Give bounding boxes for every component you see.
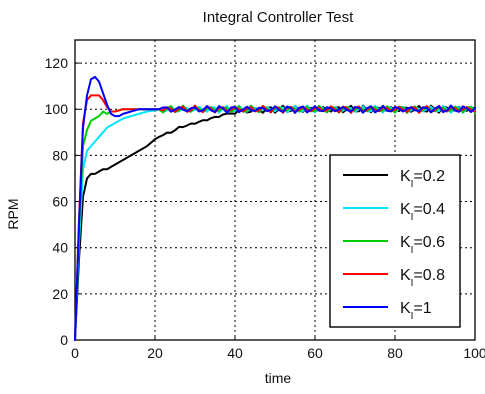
y-tick-label: 80 xyxy=(52,147,68,163)
y-tick-label: 40 xyxy=(52,240,68,256)
x-tick-label: 80 xyxy=(387,345,403,361)
y-tick-label: 100 xyxy=(45,101,69,117)
legend-symbol: K xyxy=(400,267,411,284)
x-tick-label: 40 xyxy=(227,345,243,361)
y-tick-label: 120 xyxy=(45,55,69,71)
y-tick-label: 60 xyxy=(52,194,68,210)
x-axis-label: time xyxy=(265,370,292,386)
legend-label-4: KI=0.8 xyxy=(400,267,445,289)
legend-symbol: K xyxy=(400,168,411,185)
legend-label-3: KI=0.6 xyxy=(400,234,445,256)
plot-border xyxy=(74,39,476,341)
legend-value: =0.4 xyxy=(413,201,445,218)
plot-area: 0 20 40 60 80 100020406080100120KI=0.2KI=0.4K… xyxy=(45,39,485,361)
legend-subscript: I xyxy=(411,179,414,190)
legend-value: =1 xyxy=(413,300,431,317)
legend-label-1: KI=0.2 xyxy=(400,168,445,190)
y-tick-label: 20 xyxy=(52,286,68,302)
chart-title: Integral Controller Test xyxy=(203,9,354,26)
legend-label-5: KI=1 xyxy=(400,300,432,322)
x-tick-label: 0 xyxy=(71,345,79,361)
legend: KI=0.2KI=0.4KI=0.6KI=0.8KI=1 xyxy=(329,154,461,328)
legend-symbol: K xyxy=(400,201,411,218)
legend-value: =0.2 xyxy=(413,168,445,185)
y-tick-label: 0 xyxy=(60,332,68,348)
legend-subscript: I xyxy=(411,212,414,223)
legend-symbol: K xyxy=(400,234,411,251)
y-axis-label: RPM xyxy=(5,198,21,229)
legend-value: =0.6 xyxy=(413,234,445,251)
legend-subscript: I xyxy=(411,245,414,256)
series-line-5 xyxy=(74,75,476,341)
x-tick-label: 100 xyxy=(463,345,485,361)
legend-subscript: I xyxy=(411,311,414,322)
legend-symbol: K xyxy=(400,300,411,317)
legend-label-2: KI=0.4 xyxy=(400,201,445,223)
legend-value: =0.8 xyxy=(413,267,445,284)
legend-subscript: I xyxy=(411,278,414,289)
x-tick-label: 20 xyxy=(147,345,163,361)
x-tick-label: 60 xyxy=(307,345,323,361)
